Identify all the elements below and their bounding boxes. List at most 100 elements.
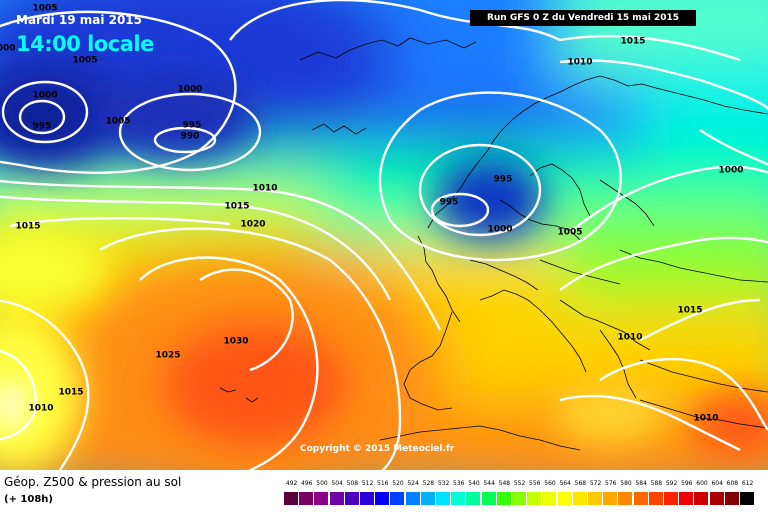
legend-label: 576: [605, 480, 617, 487]
isobar-label: 1020: [240, 220, 265, 230]
isobar-label: 1005: [72, 56, 97, 66]
legend-label: 592: [665, 480, 678, 487]
legend-label: 524: [407, 480, 419, 487]
legend-label: 564: [559, 480, 571, 487]
legend-swatch: [664, 492, 678, 505]
legend-swatch: [512, 492, 526, 505]
legend-swatch: [481, 492, 496, 505]
legend-label: 588: [650, 480, 663, 487]
legend-swatch: [420, 492, 435, 505]
legend-label: 544: [483, 480, 495, 487]
legend-label: 584: [635, 480, 647, 487]
isobar-label: 1010: [693, 414, 718, 424]
isobar-label: 990: [181, 132, 200, 142]
legend-swatch: [375, 492, 390, 505]
legend-label: 608: [726, 480, 739, 487]
legend-label: 568: [574, 480, 587, 487]
legend-swatch: [724, 492, 739, 505]
lead-time: (+ 108h): [4, 494, 53, 505]
legend-label: 560: [544, 480, 556, 487]
legend-label: 492: [285, 480, 298, 487]
legend-label: 508: [346, 480, 359, 487]
weather-map: 1005100010051000995100510009959901015101…: [0, 0, 768, 470]
legend-swatch: [542, 492, 557, 505]
legend-label: 532: [437, 480, 450, 487]
isobar-label: 1010: [28, 404, 53, 414]
legend-swatch: [679, 492, 694, 505]
legend-label: 496: [301, 480, 313, 487]
isobar-label: 1015: [224, 202, 249, 212]
legend-swatch: [436, 492, 450, 505]
legend-swatch: [496, 492, 511, 505]
legend-swatch: [284, 492, 298, 505]
legend-swatch: [648, 492, 663, 505]
map-canvas: 1005100010051000995100510009959901015101…: [0, 0, 768, 470]
isobar-label: 1030: [223, 337, 248, 347]
model-run-info: Run GFS 0 Z du Vendredi 15 mai 2015: [470, 10, 696, 26]
isobar-label: 1005: [557, 228, 582, 238]
legend-label: 512: [361, 480, 374, 487]
isobar-label: 1005: [32, 4, 57, 14]
legend-label: 536: [453, 480, 465, 487]
field-title: Géop. Z500 & pression au sol: [4, 475, 182, 489]
isobar-label: 995: [440, 198, 459, 208]
isobar-label: 1000: [487, 225, 512, 235]
isobar-label: 1025: [155, 351, 180, 361]
legend-swatch: [633, 492, 648, 505]
legend-swatch: [344, 492, 359, 505]
legend-swatch: [557, 492, 572, 505]
copyright-notice: Copyright © 2015 Meteociel.fr: [300, 444, 455, 454]
legend-label: 580: [620, 480, 632, 487]
isobar-label: 1010: [617, 333, 642, 343]
isobar-label: 1015: [620, 37, 645, 47]
isobar-label: 995: [183, 121, 202, 131]
legend-label: 600: [696, 480, 708, 487]
legend-label: 540: [468, 480, 480, 487]
legend-label: 572: [589, 480, 602, 487]
legend-swatch: [314, 492, 329, 505]
isobar-lines: [0, 0, 768, 470]
isobar-label: 1000: [32, 91, 57, 101]
isobar-labels: 1005100010051000995100510009959901015101…: [0, 4, 744, 424]
legend-swatch: [360, 492, 374, 505]
legend-swatch: [740, 492, 754, 505]
legend-label: 504: [331, 480, 343, 487]
legend-label: 516: [377, 480, 389, 487]
coastlines: [219, 37, 768, 451]
legend-swatch: [451, 492, 466, 505]
isobar-label: 1005: [105, 117, 130, 127]
color-scale-legend: 492 496 500 504 508 512 516 520 524 528 532 536 540 5…: [284, 480, 754, 510]
legend-swatch: [329, 492, 344, 505]
legend-swatch: [390, 492, 405, 505]
legend-label: 604: [711, 480, 723, 487]
isobar-label: 995: [494, 175, 513, 185]
legend-label: 596: [681, 480, 693, 487]
legend-swatch: [299, 492, 314, 505]
legend-label: 500: [316, 480, 328, 487]
legend-label: 552: [513, 480, 526, 487]
isobar-label: 1010: [567, 58, 592, 68]
legend-swatch: [527, 492, 542, 505]
forecast-time: 14:00 locale: [16, 32, 154, 56]
legend-swatch: [466, 492, 481, 505]
isobar-label: 1015: [677, 306, 702, 316]
legend-swatch: [405, 492, 420, 505]
legend-label: 556: [529, 480, 541, 487]
isobar-label: 1010: [252, 184, 277, 194]
legend-swatch: [572, 492, 587, 505]
legend-label: 612: [741, 480, 754, 487]
legend-swatch: [603, 492, 618, 505]
legend-swatch: [694, 492, 709, 505]
footer-panel: Géop. Z500 & pression au sol (+ 108h) 49…: [0, 470, 768, 512]
legend-label: 520: [392, 480, 404, 487]
isobar-label: 1000: [177, 85, 202, 95]
isobar-label: 1000: [0, 44, 16, 54]
legend-label: 548: [498, 480, 511, 487]
isobar-label: 1015: [58, 388, 83, 398]
legend-swatch: [588, 492, 602, 505]
isobar-label: 1000: [718, 166, 743, 176]
isobar-label: 1015: [15, 222, 40, 232]
geopotential-field: [0, 0, 768, 470]
forecast-date: Mardi 19 mai 2015: [16, 13, 143, 27]
